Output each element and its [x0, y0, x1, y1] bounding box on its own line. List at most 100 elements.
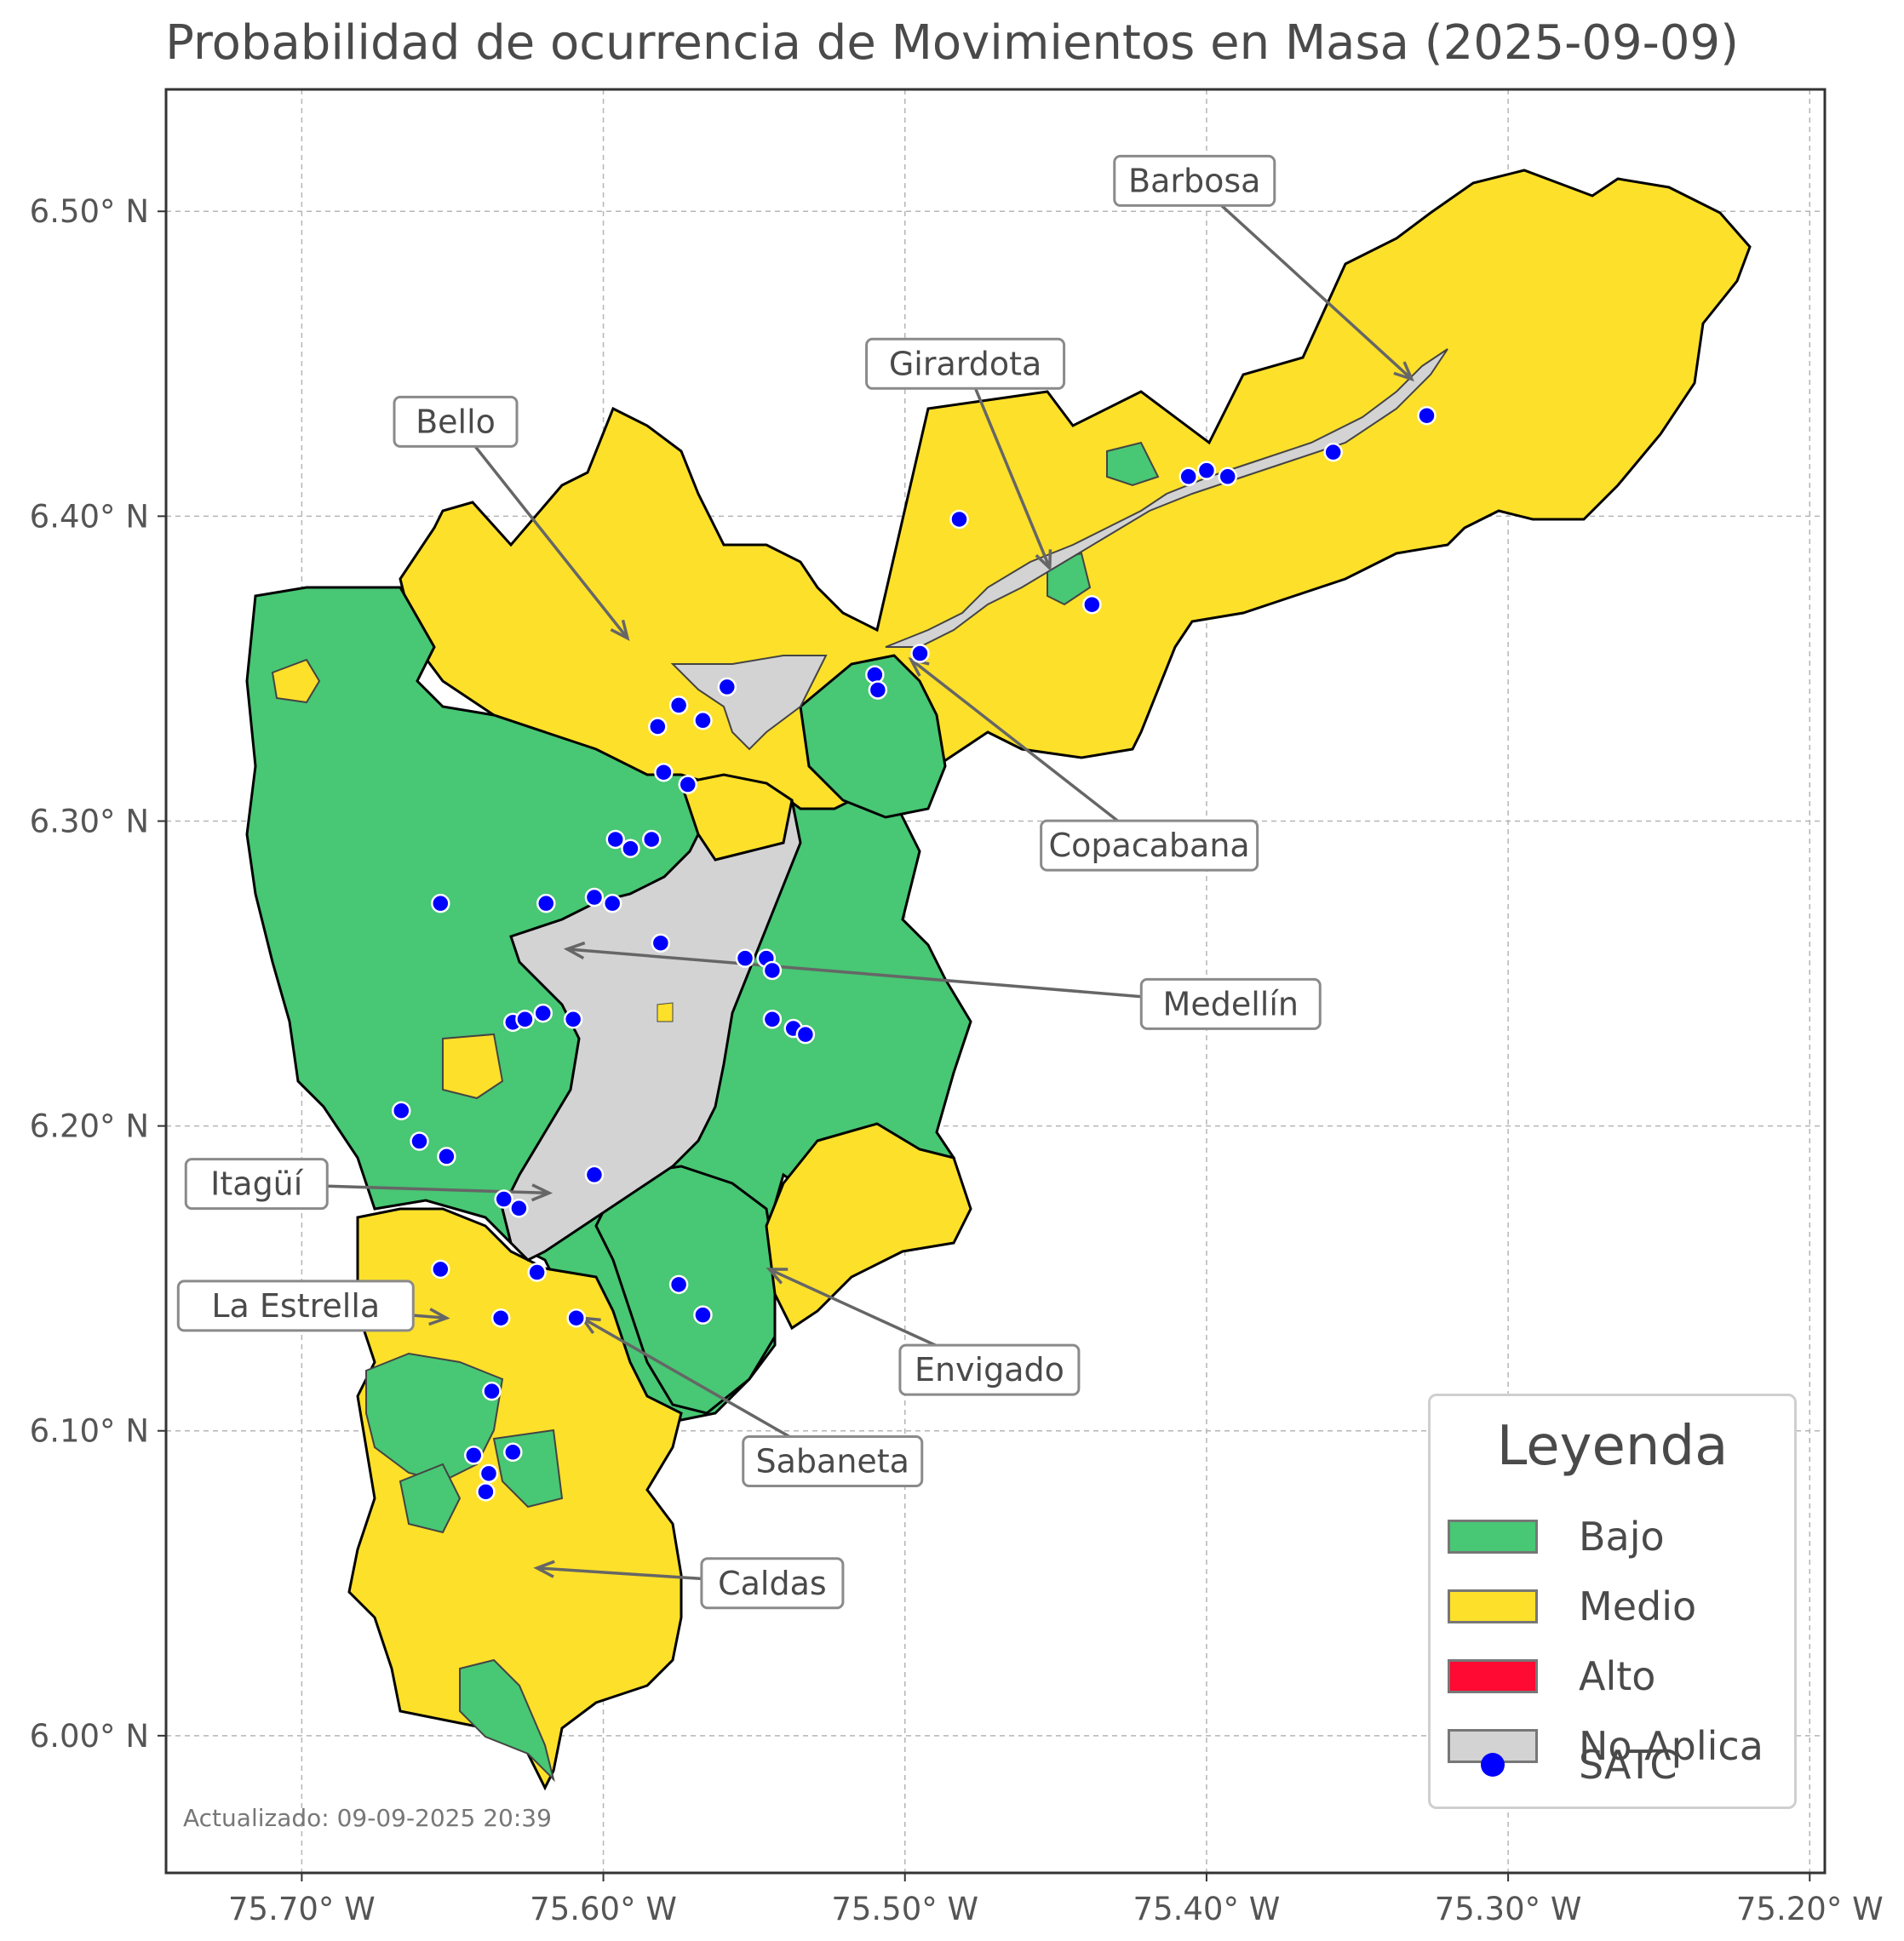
satc-station-marker	[654, 762, 674, 782]
callout-medell-n: Medellín	[563, 941, 1322, 1030]
callout-box	[1040, 819, 1259, 872]
satc-station-marker	[605, 829, 625, 850]
satc-station-marker	[1179, 467, 1198, 487]
satc-station-marker	[762, 960, 783, 981]
region-no-aplica-valley	[885, 348, 1448, 648]
callout-arrow-line	[454, 421, 629, 639]
callout-box	[865, 337, 1066, 390]
legend-item-no-aplica: No Aplica	[1448, 1723, 1763, 1769]
callout-box	[700, 1557, 845, 1610]
satc-station-marker	[868, 680, 888, 700]
callout-arrow-line	[566, 948, 1231, 1006]
callout-box	[184, 1158, 329, 1211]
satc-station-marker	[431, 1259, 450, 1280]
satc-station-marker	[431, 893, 450, 913]
satc-station-marker	[536, 893, 556, 913]
callout-label: Itagüí	[210, 1165, 304, 1203]
x-tick-label: 75.60° W	[530, 1891, 677, 1927]
x-tick-label: 75.30° W	[1435, 1891, 1582, 1927]
satc-station-marker	[1196, 461, 1217, 480]
satc-station-marker	[490, 1308, 511, 1328]
y-tick-label: 6.00° N	[30, 1718, 149, 1755]
legend-swatch-medio	[1448, 1589, 1538, 1623]
callout-label: Medellín	[1163, 985, 1299, 1022]
callout-girardota: Girardota	[865, 337, 1066, 572]
legend: Leyenda Bajo Medio Alto No Aplica SATC	[1428, 1394, 1797, 1809]
satc-station-marker	[762, 1010, 783, 1029]
callout-label: La Estrella	[211, 1287, 380, 1325]
satc-station-marker	[949, 509, 969, 530]
satc-station-marker	[509, 1199, 529, 1218]
satc-station-marker	[566, 1308, 586, 1328]
legend-title: Leyenda	[1496, 1415, 1729, 1478]
callout-envigado: Envigado	[766, 1268, 1081, 1396]
satc-station-marker	[910, 644, 930, 663]
callout-barbosa: Barbosa	[1113, 154, 1414, 382]
legend-label-alto: Alto	[1579, 1653, 1656, 1699]
satc-station-marker	[678, 775, 697, 794]
region-bajo-south-2	[459, 1658, 555, 1783]
callout-box	[1113, 154, 1276, 207]
satc-station-marker	[865, 665, 885, 684]
satc-station-marker	[621, 839, 640, 858]
satc-station-marker	[392, 1101, 411, 1120]
satc-station-marker	[693, 1305, 713, 1325]
callout-label: Sabaneta	[756, 1443, 909, 1480]
region-medio-south	[347, 1207, 683, 1791]
legend-swatch-bajo	[1448, 1520, 1538, 1554]
callout-arrow-line	[1193, 180, 1413, 381]
legend-item-satc: SATC	[1448, 1742, 1677, 1788]
callout-label: Girardota	[889, 345, 1041, 382]
callout-arrow-head	[563, 941, 586, 960]
y-tick-label: 6.40° N	[30, 498, 149, 535]
region-bajo-copacabana	[799, 654, 947, 819]
plot-frame	[164, 88, 1827, 1875]
legend-item-alto: Alto	[1448, 1653, 1656, 1699]
satc-station-marker	[584, 887, 605, 908]
region-medio-west-pocket	[271, 658, 321, 704]
region-no-aplica-north-strip	[670, 655, 828, 751]
region-medio-north	[399, 169, 1752, 827]
legend-swatch-alto	[1448, 1659, 1538, 1693]
callout-box	[1139, 977, 1322, 1030]
satc-station-marker	[476, 1482, 496, 1502]
callouts: Barbosa Girardota Bello Copacabana Medellín I…	[176, 154, 1414, 1610]
satc-station-marker	[693, 711, 713, 730]
x-tick-label: 75.20° W	[1736, 1891, 1884, 1927]
satc-stations	[392, 405, 1437, 1502]
satc-station-marker	[410, 1131, 429, 1151]
legend-item-bajo: Bajo	[1448, 1514, 1665, 1560]
map-title: Probabilidad de ocurrencia de Movimiento…	[165, 15, 1739, 71]
callout-label: Copacabana	[1049, 827, 1250, 864]
satc-station-marker	[717, 677, 737, 697]
satc-station-marker	[437, 1147, 456, 1166]
satc-station-marker	[735, 948, 755, 968]
callout-arrow-head	[428, 1308, 450, 1326]
region-bajo-barbosa	[1106, 441, 1160, 487]
satc-station-marker	[563, 1010, 583, 1029]
y-tick-label: 6.50° N	[30, 193, 149, 230]
callout-bello: Bello	[393, 395, 630, 641]
satc-station-marker	[602, 893, 622, 913]
legend-label-bajo: Bajo	[1579, 1514, 1665, 1560]
callout-box	[176, 1280, 415, 1332]
satc-station-marker	[1082, 594, 1102, 615]
x-tick-label: 75.40° W	[1133, 1891, 1281, 1927]
callout-sabaneta: Sabaneta	[579, 1316, 924, 1488]
callout-label: Caldas	[718, 1565, 827, 1602]
satc-station-marker	[479, 1463, 499, 1484]
satc-station-marker	[464, 1446, 484, 1465]
callout-box	[898, 1343, 1081, 1396]
callout-arrow-head	[1035, 549, 1052, 572]
satc-station-marker	[651, 933, 671, 953]
satc-station-marker	[533, 1003, 553, 1023]
legend-label-satc: SATC	[1579, 1742, 1677, 1788]
legend-label-no-aplica: No Aplica	[1579, 1723, 1763, 1769]
callout-copacabana: Copacabana	[908, 657, 1259, 872]
satc-station-marker	[1218, 467, 1237, 487]
satc-station-marker	[668, 696, 689, 715]
legend-label-medio: Medio	[1579, 1583, 1697, 1629]
satc-station-marker	[1323, 442, 1343, 462]
region-medio-central-pocket	[657, 1002, 674, 1022]
